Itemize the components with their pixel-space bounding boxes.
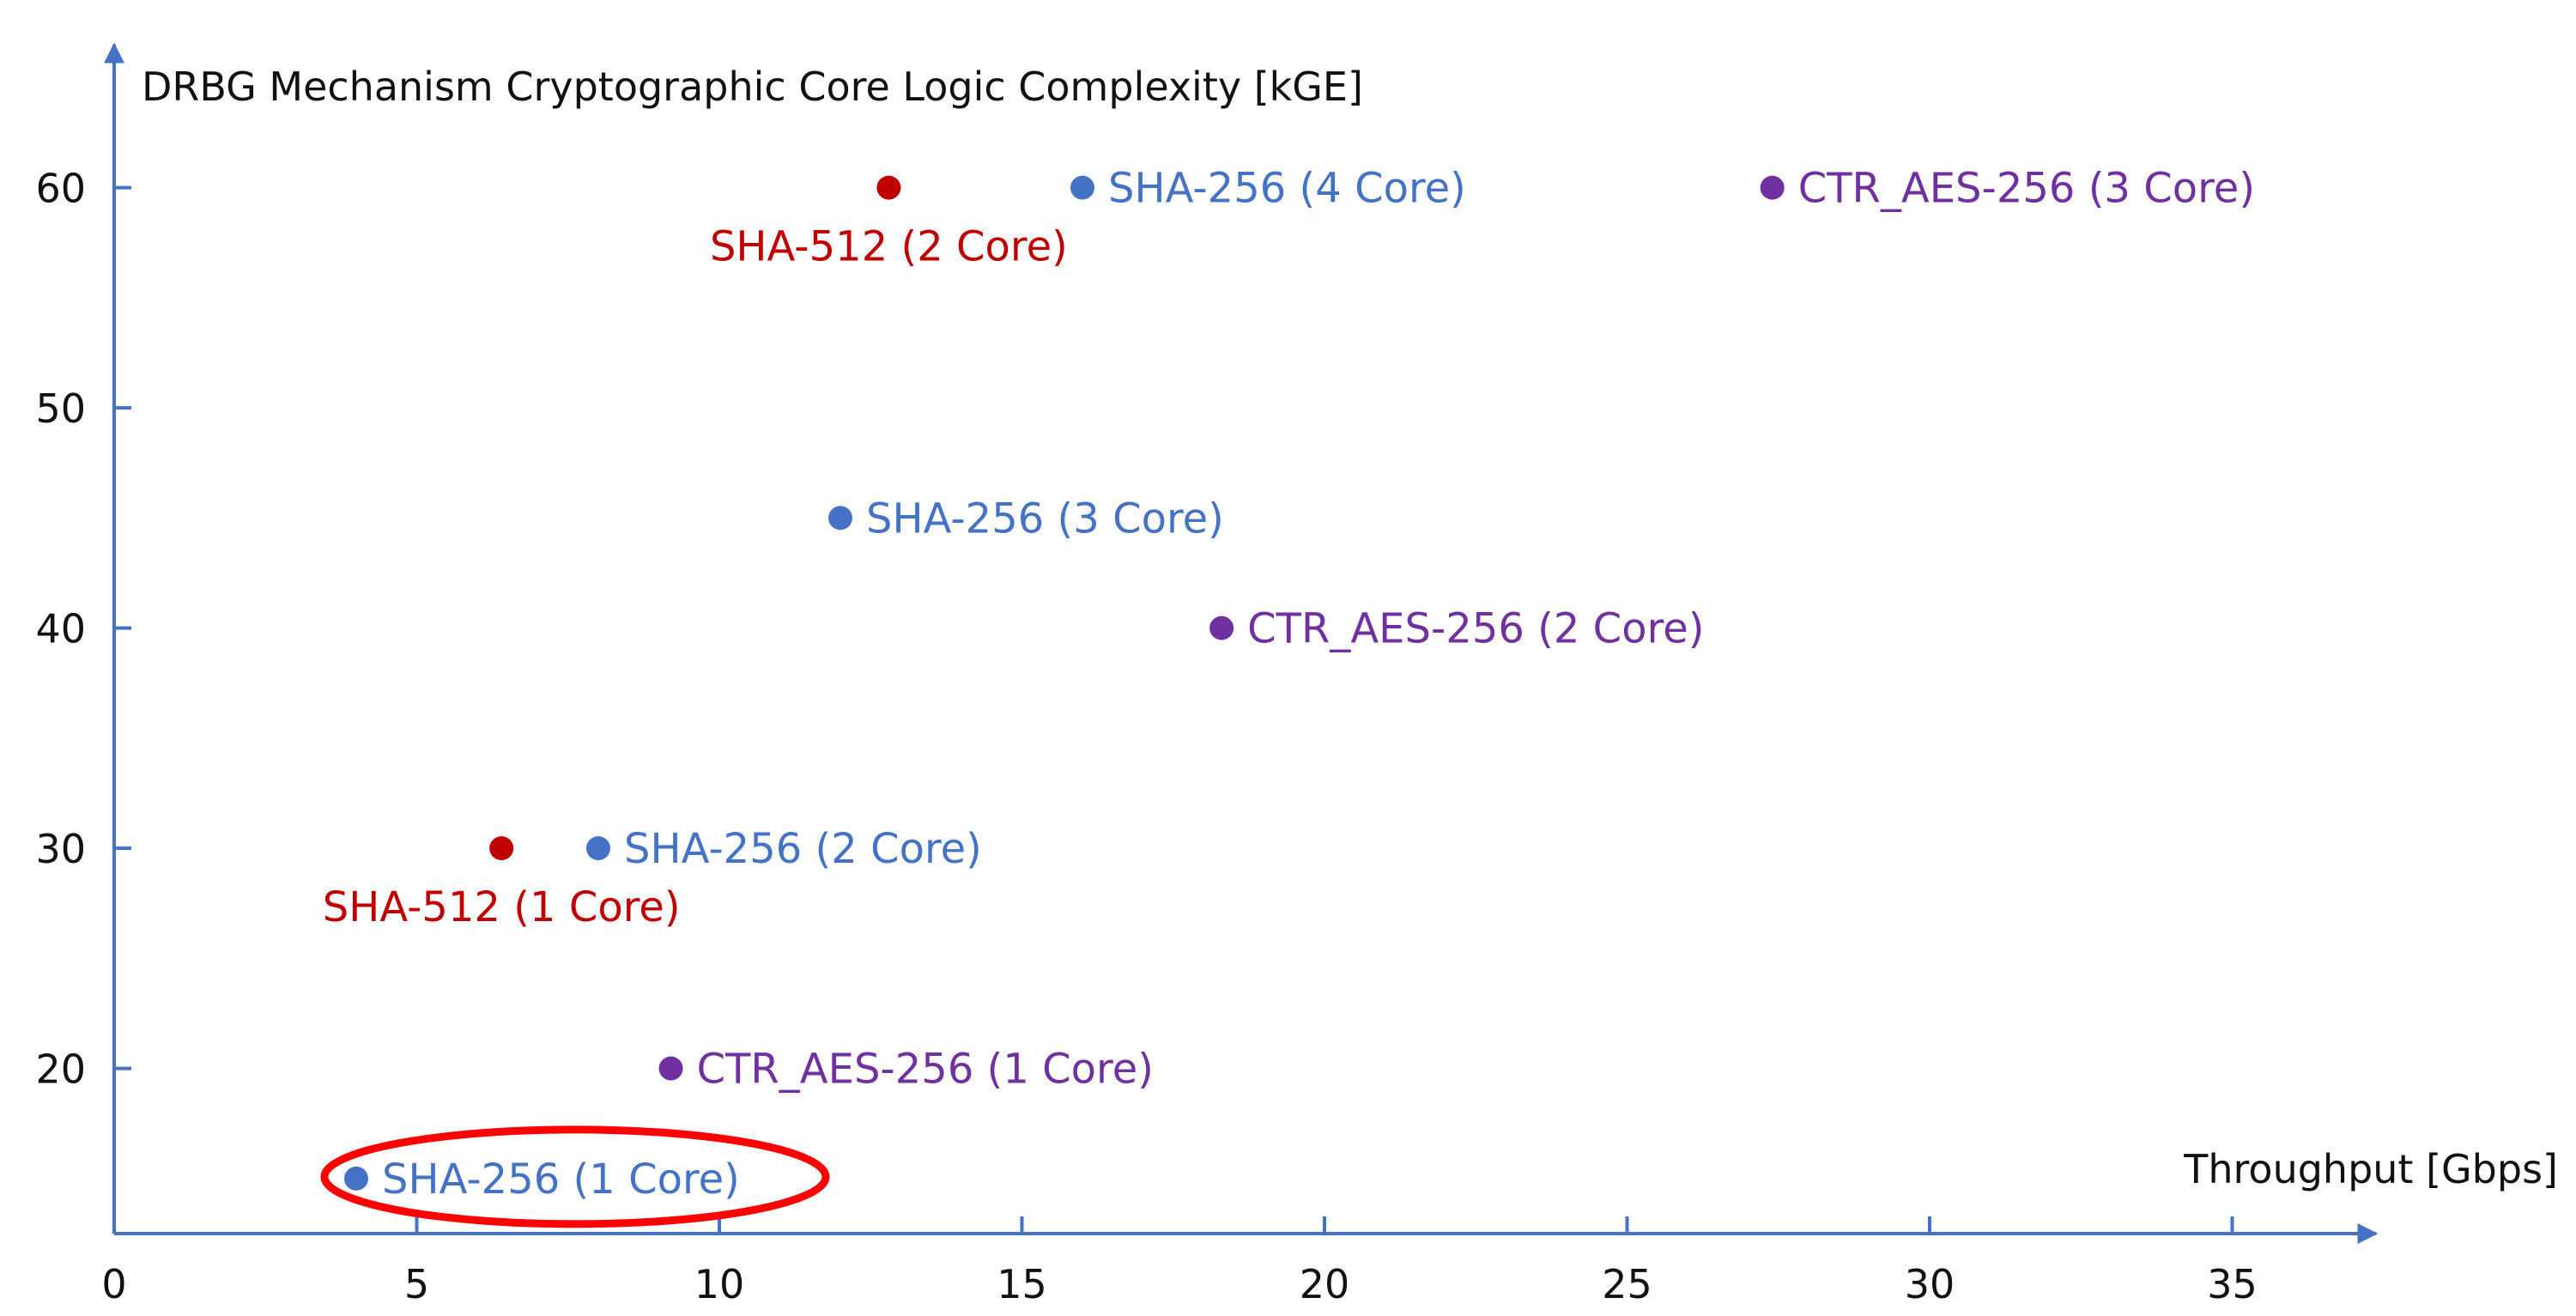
data-label: CTR_AES-256 (2 Core) (1247, 605, 1704, 653)
data-point (876, 175, 901, 200)
x-tick-label: 25 (1602, 1261, 1652, 1307)
highlight-ellipse (320, 1125, 830, 1228)
data-point (1209, 616, 1234, 640)
x-tick-label: 35 (2207, 1261, 2258, 1307)
data-point (489, 836, 514, 861)
data-label: SHA-256 (3 Core) (866, 494, 1224, 543)
data-point (344, 1166, 368, 1191)
x-tick-label: 5 (404, 1261, 429, 1307)
y-tick-label: 20 (35, 1046, 86, 1093)
data-point (1070, 175, 1094, 200)
data-label: CTR_AES-256 (3 Core) (1798, 165, 2255, 213)
x-tick-label: 20 (1300, 1261, 1350, 1307)
data-point (586, 836, 610, 861)
y-tick-label: 30 (35, 826, 86, 872)
data-point (828, 506, 852, 531)
data-label: SHA-512 (2 Core) (710, 223, 1068, 271)
x-axis-title: Throughput [Gbps] (2183, 1146, 2558, 1192)
data-points: SHA-256 (1 Core) SHA-256 (2 Core) SHA-256 … (323, 165, 2255, 1204)
x-tick-label: 15 (997, 1261, 1047, 1307)
ticks: 0 5 10 15 20 25 30 35 20 30 40 50 60 (35, 166, 2257, 1307)
data-label: SHA-256 (1 Core) (382, 1155, 740, 1204)
x-tick-label: 10 (694, 1261, 745, 1307)
axes (104, 42, 2379, 1244)
x-tick-label: 0 (101, 1261, 126, 1307)
data-label: SHA-256 (2 Core) (624, 825, 982, 873)
data-label: SHA-512 (1 Core) (323, 883, 681, 931)
data-point (1760, 175, 1785, 200)
data-label: SHA-256 (4 Core) (1108, 165, 1466, 213)
y-tick-label: 60 (35, 166, 86, 212)
data-point (658, 1056, 683, 1081)
annotations (320, 1125, 830, 1228)
y-axis-title: DRBG Mechanism Cryptographic Core Logic … (142, 64, 1363, 110)
data-label: CTR_AES-256 (1 Core) (697, 1046, 1154, 1094)
y-tick-label: 50 (35, 385, 86, 432)
y-tick-label: 40 (35, 606, 86, 652)
x-tick-label: 30 (1905, 1261, 1955, 1307)
